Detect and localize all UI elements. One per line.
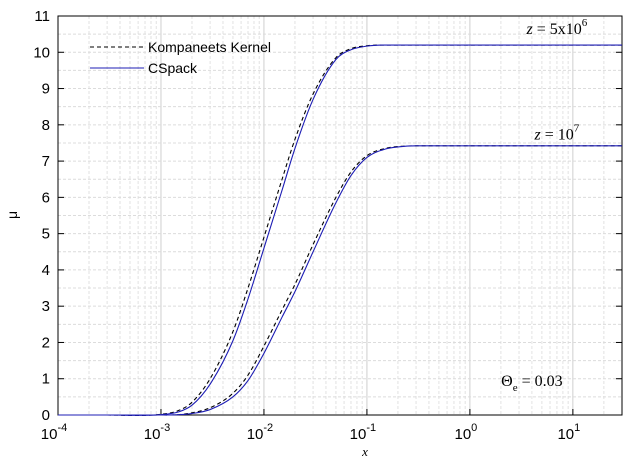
y-tick-label: 2: [42, 334, 50, 351]
y-tick-label: 10: [33, 44, 50, 61]
y-axis-label: μ: [4, 211, 20, 219]
series-line-cspack-z1: [58, 44, 622, 416]
grid: [57, 15, 623, 416]
y-tick-label: 9: [42, 81, 50, 98]
y-tick-label: 1: [42, 371, 50, 388]
legend-label: Kompaneets Kernel: [148, 39, 271, 55]
y-tick-label: 6: [42, 189, 50, 206]
y-tick-label: 0: [42, 407, 50, 424]
annotation-z1: z = 5x106: [526, 17, 588, 38]
y-tick-label: 11: [34, 8, 50, 25]
x-tick-label: 10-1: [350, 422, 376, 443]
y-tick-label: 8: [42, 117, 50, 134]
y-tick-label: 3: [42, 298, 50, 315]
series-line-cspack-z2: [58, 145, 622, 416]
legend: Kompaneets Kernel CSpack: [90, 39, 271, 76]
x-axis-label: x: [361, 444, 368, 459]
x-tick-label: 100: [454, 422, 477, 443]
annotation-theta: Θe = 0.03: [501, 373, 562, 394]
series-lines: [58, 44, 622, 416]
series-line-kompaneets-kernel-z1: [58, 44, 622, 416]
legend-label: CSpack: [148, 60, 198, 76]
y-tick-label: 5: [42, 226, 50, 243]
x-tick-label: 10-2: [247, 422, 273, 443]
x-tick-label: 101: [557, 422, 580, 443]
y-tick-label: 7: [42, 153, 50, 170]
y-tick-label: 4: [42, 262, 50, 279]
x-tick-label: 10-4: [41, 422, 67, 443]
annotations: z = 5x106 z = 107 Θe = 0.03: [501, 17, 588, 394]
plot-frame: [57, 15, 623, 416]
annotation-z2: z = 107: [534, 122, 580, 143]
x-tick-label: 10-3: [144, 422, 170, 443]
